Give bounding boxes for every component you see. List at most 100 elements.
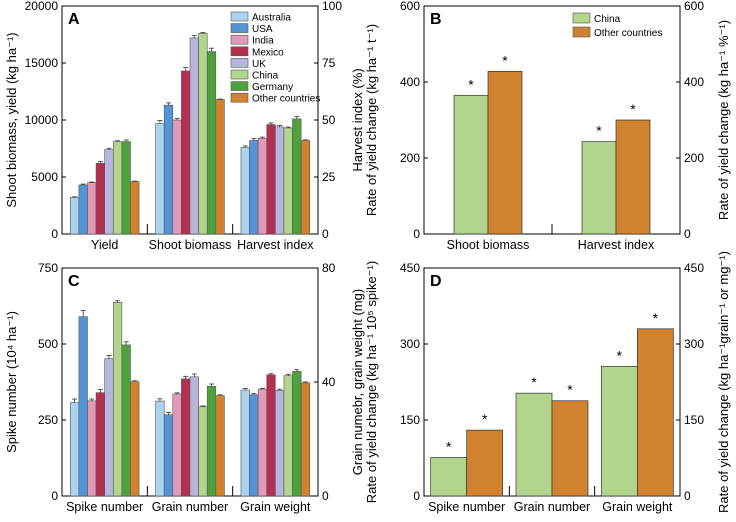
- significance-marker: *: [531, 374, 537, 390]
- y-axis-title: Shoot biomass, yield (kg ha⁻¹): [4, 32, 19, 207]
- bar: [87, 182, 97, 235]
- bar: [615, 119, 651, 235]
- legend-china-other: China Other countries: [572, 12, 662, 39]
- bar: [551, 400, 589, 497]
- y-tick-label: 0: [51, 489, 58, 503]
- panel-label: C: [68, 273, 80, 290]
- y-tick-label: 15000: [25, 56, 59, 70]
- y2-tick-label: 200: [684, 151, 704, 165]
- panel-label: B: [430, 11, 442, 28]
- bar: [121, 344, 131, 497]
- bar: [155, 123, 165, 235]
- bar: [275, 389, 285, 497]
- y2-axis-title: Rate of yield change (kg ha⁻¹ %⁻¹): [716, 20, 731, 220]
- y-tick-label: 0: [413, 227, 420, 241]
- x-tick-label: Shoot biomass: [447, 238, 530, 252]
- y-tick-label: 450: [400, 261, 420, 275]
- y2-tick-label: 75: [322, 56, 336, 70]
- y2-tick-label: 0: [684, 489, 691, 503]
- x-tick-label: Spike number: [66, 500, 143, 514]
- legend-swatch: [230, 34, 249, 45]
- y-tick-label: 600: [400, 0, 420, 13]
- legend-label: China: [594, 14, 621, 25]
- panel-C: C 0 250 500 750 0 40 80 Spike number (10⁴ ha⁻¹) G…: [4, 261, 365, 514]
- x-tick-label: Spike number: [428, 500, 505, 514]
- legend-label: Other countries: [594, 28, 662, 39]
- bar: [515, 392, 553, 497]
- y2-axis-title: Grain numebr, grain weight (mg): [350, 289, 365, 475]
- y-tick-label: 250: [38, 413, 58, 427]
- legend-swatch: [230, 81, 249, 91]
- bar: [189, 37, 199, 235]
- significance-marker: *: [502, 52, 508, 68]
- y2-tick-label: 0: [322, 489, 329, 503]
- y-tick-label: 400: [400, 75, 420, 89]
- y-tick-label: 20000: [25, 0, 59, 13]
- bar: [130, 181, 140, 235]
- legend-label: India: [252, 36, 274, 47]
- bar: [636, 328, 674, 497]
- y-tick-label: 750: [38, 261, 58, 275]
- y2-tick-label: 100: [322, 0, 342, 13]
- bar: [249, 394, 259, 497]
- legend-countries: AustraliaUSAIndiaMexicoUKChinaGermanyOth…: [230, 11, 320, 105]
- bar: [283, 375, 293, 497]
- bar: [206, 385, 217, 497]
- y2-tick-label: 300: [684, 337, 704, 351]
- bar: [198, 33, 208, 235]
- y2-tick-label: 150: [684, 413, 704, 427]
- legend-label: Other countries: [252, 94, 320, 105]
- y2-tick-label: 50: [322, 113, 336, 127]
- x-tick-label: Grain weight: [240, 500, 311, 514]
- x-tick-label: Shoot biomass: [149, 238, 232, 252]
- legend-swatch: [572, 26, 591, 38]
- y-axis-title: Rate of yield change (kg ha⁻¹ t⁻¹): [364, 24, 379, 216]
- bar: [266, 374, 276, 497]
- bar: [172, 119, 182, 235]
- bar: [69, 197, 80, 235]
- bar: [487, 71, 523, 235]
- bar: [121, 141, 131, 235]
- bar: [300, 140, 311, 235]
- y2-tick-label: 600: [684, 0, 704, 13]
- bar: [215, 395, 225, 497]
- bar: [206, 51, 217, 235]
- legend-label: Australia: [252, 13, 291, 24]
- bar: [430, 457, 468, 497]
- bar: [240, 389, 250, 497]
- legend-label: USA: [252, 24, 273, 35]
- x-tick-label: Grain number: [152, 500, 228, 514]
- bar: [240, 147, 250, 235]
- panel-A: A 0 5000 10000 15000 20000 0 25 50 75 100 Shoot bio…: [4, 0, 365, 252]
- bar: [172, 393, 182, 497]
- bar: [95, 392, 105, 497]
- bar: [163, 414, 174, 497]
- y2-axis-title: Rate of yield change (kg ha⁻¹grain⁻¹ or …: [716, 251, 731, 513]
- legend-label: Germany: [252, 82, 293, 93]
- bar: [104, 358, 114, 497]
- bar: [95, 163, 105, 235]
- significance-marker: *: [653, 310, 659, 326]
- bar: [292, 371, 302, 497]
- significance-marker: *: [630, 101, 636, 117]
- bar: [87, 400, 97, 497]
- y2-tick-label: 25: [322, 170, 336, 184]
- y2-tick-label: 40: [322, 375, 336, 389]
- y2-axis-title: Harvest index (%): [350, 68, 365, 171]
- y-tick-label: 0: [413, 489, 420, 503]
- significance-marker: *: [468, 76, 474, 92]
- bar: [257, 137, 268, 235]
- significance-marker: *: [446, 438, 452, 454]
- bar: [130, 381, 140, 497]
- panel-label: A: [68, 11, 80, 28]
- bar: [78, 184, 88, 235]
- bar: [189, 376, 199, 497]
- bar: [275, 126, 285, 235]
- legend-swatch: [230, 46, 249, 57]
- significance-marker: *: [482, 411, 488, 427]
- legend-swatch: [230, 58, 249, 68]
- bar: [453, 94, 489, 235]
- x-tick-label: Harvest index: [237, 238, 314, 252]
- y2-tick-label: 0: [322, 227, 329, 241]
- significance-marker: *: [617, 347, 623, 363]
